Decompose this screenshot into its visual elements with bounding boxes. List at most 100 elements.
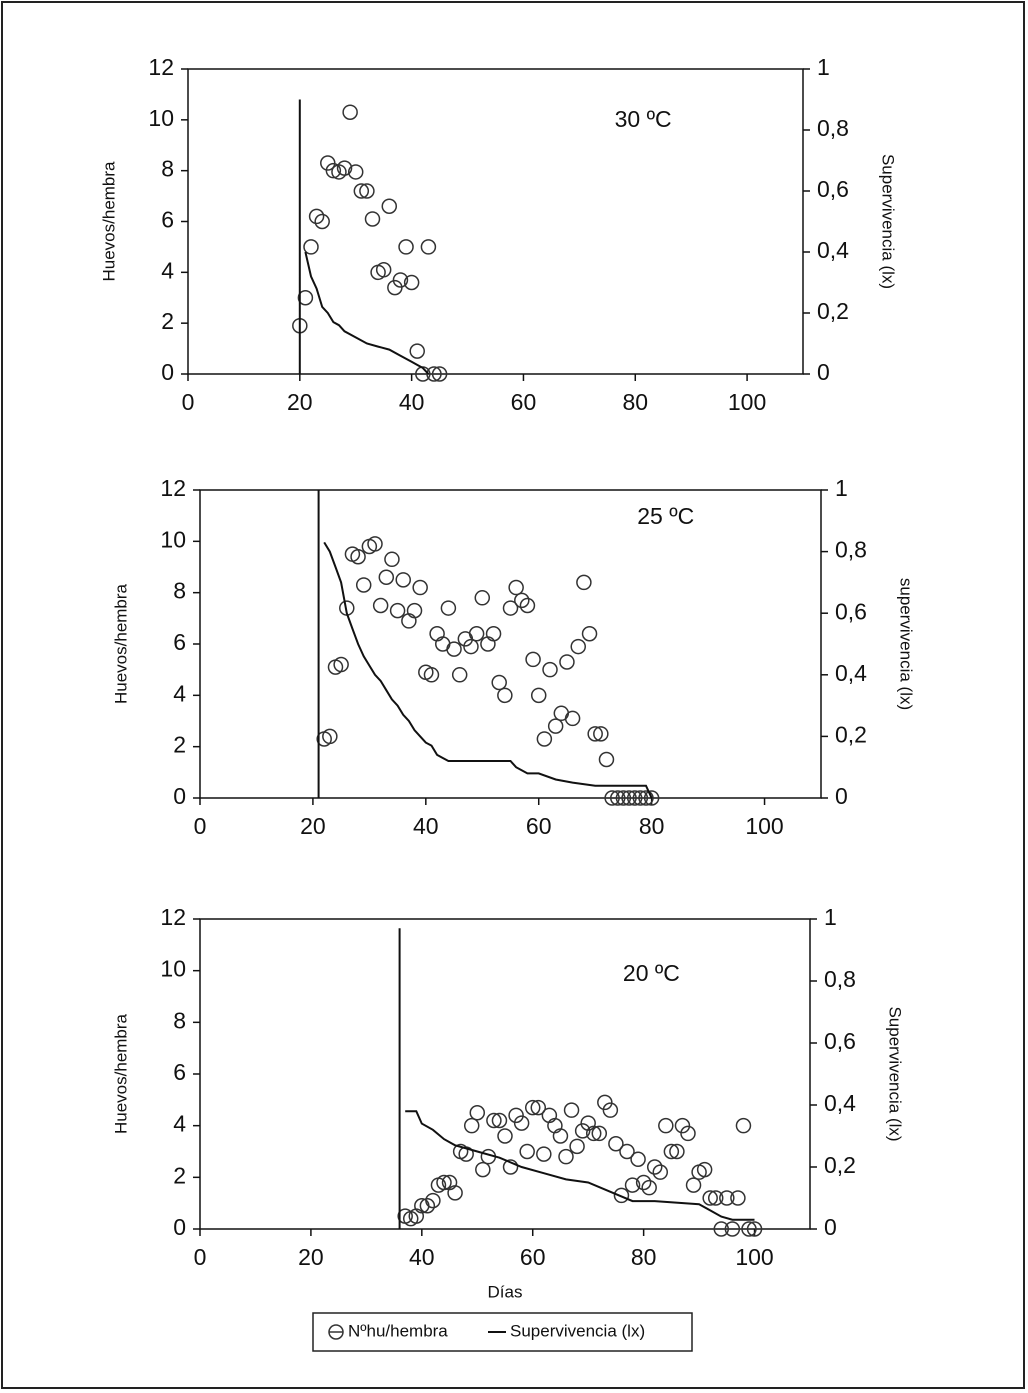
- egg-point: [502, 1159, 519, 1175]
- x-tick-label: 20: [298, 1244, 324, 1270]
- egg-point: [375, 262, 392, 278]
- egg-point: [336, 160, 353, 176]
- egg-point: [580, 1115, 596, 1131]
- egg-point: [563, 1102, 580, 1118]
- egg-point: [536, 731, 553, 747]
- egg-point: [615, 790, 632, 806]
- x-tick-label: 0: [194, 813, 207, 839]
- egg-point: [643, 790, 660, 806]
- y2-tick-label: 0,6: [824, 1028, 856, 1054]
- egg-point: [613, 1187, 630, 1204]
- egg-point: [508, 579, 524, 596]
- y2-tick-label: 0,2: [817, 298, 849, 324]
- y-tick-label: 2: [173, 732, 186, 758]
- y2-tick-label: 0,6: [817, 176, 849, 202]
- x-tick-label: 20: [287, 389, 313, 415]
- plot-area: [187, 68, 804, 375]
- egg-point: [502, 600, 519, 616]
- egg-point: [491, 674, 507, 691]
- egg-point: [447, 1185, 463, 1201]
- egg-point: [308, 208, 325, 225]
- y2-tick-label: 1: [817, 54, 830, 80]
- y2-axis-label: Supervivencia (lx): [879, 154, 898, 289]
- egg-point: [474, 590, 491, 606]
- egg-point: [696, 1161, 713, 1178]
- egg-point: [475, 1161, 491, 1178]
- y-axis-label: Huevos/hembra: [111, 1013, 130, 1134]
- egg-point: [486, 1112, 502, 1129]
- egg-point: [350, 548, 366, 565]
- x-tick-label: 80: [631, 1244, 657, 1270]
- egg-point: [497, 1128, 513, 1144]
- survival-line: [298, 99, 430, 375]
- egg-point: [431, 366, 448, 382]
- egg-point: [423, 667, 440, 683]
- plot-area: [199, 489, 822, 799]
- egg-point: [401, 613, 417, 629]
- y2-tick-label: 0: [817, 359, 830, 385]
- egg-point: [519, 1143, 535, 1160]
- x-tick-label: 0: [194, 1244, 207, 1270]
- egg-point: [403, 274, 420, 291]
- egg-point: [632, 790, 649, 806]
- egg-point: [558, 1148, 574, 1165]
- egg-point: [355, 577, 372, 593]
- y-tick-label: 8: [161, 156, 174, 182]
- y2-tick-label: 0,2: [824, 1152, 856, 1178]
- y2-tick-label: 0: [824, 1214, 837, 1240]
- legend-label: Nºhu/hembra: [348, 1321, 448, 1340]
- y-tick-label: 6: [173, 1059, 186, 1085]
- egg-point: [680, 1125, 696, 1142]
- egg-point: [569, 1138, 585, 1155]
- x-tick-label: 100: [728, 389, 766, 415]
- egg-point: [367, 536, 383, 552]
- egg-point: [663, 1143, 680, 1160]
- egg-point: [598, 751, 615, 768]
- y2-tick-label: 0,8: [824, 966, 856, 992]
- egg-point: [719, 1190, 735, 1206]
- egg-point: [608, 1136, 624, 1152]
- y-tick-label: 4: [161, 257, 174, 283]
- egg-point: [381, 198, 398, 214]
- survival-line: [398, 928, 755, 1229]
- egg-point: [485, 625, 502, 642]
- y-tick-label: 10: [160, 526, 186, 552]
- y2-tick-label: 0,4: [817, 237, 849, 263]
- egg-point: [514, 592, 530, 609]
- egg-point: [378, 569, 395, 586]
- y-tick-label: 2: [173, 1162, 186, 1188]
- egg-point: [333, 656, 349, 673]
- y-tick-label: 4: [173, 680, 186, 706]
- egg-point: [591, 1125, 608, 1142]
- egg-point: [325, 162, 342, 179]
- annotation: 20 ºC: [623, 960, 680, 986]
- y-tick-label: 8: [173, 1007, 186, 1033]
- egg-point: [406, 602, 423, 619]
- egg-point: [669, 1143, 685, 1160]
- egg-point: [426, 366, 442, 382]
- egg-point: [552, 1128, 569, 1144]
- egg-point: [602, 1102, 619, 1118]
- survival-line: [317, 490, 653, 799]
- x-tick-label: 60: [520, 1244, 546, 1270]
- x-tick-label: 80: [622, 389, 648, 415]
- y2-tick-label: 0,8: [835, 537, 867, 563]
- y2-tick-label: 0: [835, 783, 848, 809]
- egg-point: [547, 1117, 563, 1134]
- egg-point: [420, 239, 437, 255]
- egg-point: [314, 213, 330, 230]
- egg-point: [389, 602, 406, 619]
- egg-point: [364, 211, 381, 227]
- y-tick-label: 8: [173, 578, 186, 604]
- egg-point: [559, 654, 575, 670]
- y-tick-label: 10: [160, 956, 186, 982]
- y-axis-label: Huevos/hembra: [111, 583, 130, 704]
- x-tick-label: 100: [735, 1244, 773, 1270]
- egg-point: [547, 718, 564, 734]
- egg-point: [524, 1099, 541, 1116]
- y-tick-label: 0: [173, 1214, 186, 1240]
- egg-point: [630, 1151, 646, 1167]
- y-axis-label: Huevos/hembra: [99, 161, 118, 282]
- egg-point: [641, 1179, 657, 1196]
- y-tick-label: 0: [173, 783, 186, 809]
